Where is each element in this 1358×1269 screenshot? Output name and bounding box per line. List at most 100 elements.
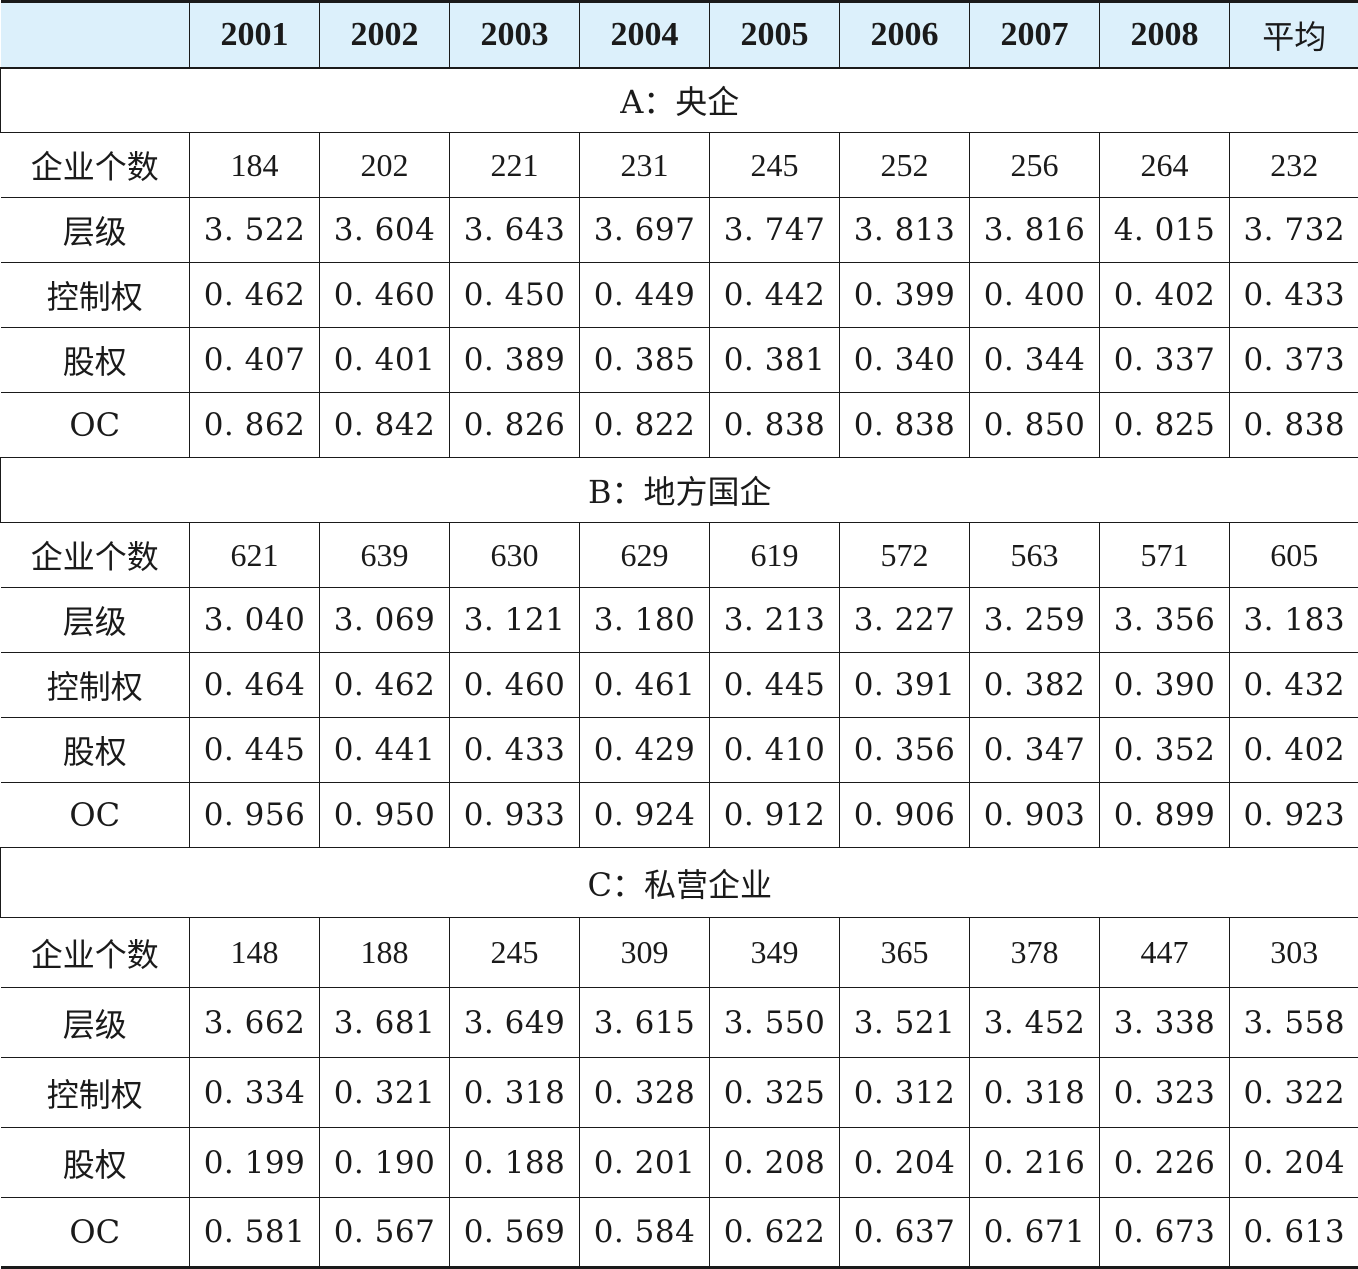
table-cell: 0. 850 bbox=[970, 393, 1100, 458]
table-cell: 3. 180 bbox=[580, 588, 710, 653]
row-label: OC bbox=[1, 1198, 190, 1268]
table-cell: 0. 352 bbox=[1100, 718, 1230, 783]
table-cell: 378 bbox=[970, 918, 1100, 988]
table-cell: 3. 558 bbox=[1230, 988, 1358, 1058]
row-label: 股权 bbox=[1, 718, 190, 783]
table-cell: 621 bbox=[190, 523, 320, 588]
row-label: 层级 bbox=[1, 198, 190, 263]
table-cell: 0. 385 bbox=[580, 328, 710, 393]
table-cell: 0. 912 bbox=[710, 783, 840, 848]
table-cell: 231 bbox=[580, 133, 710, 198]
header-year-2001: 2001 bbox=[190, 2, 320, 68]
table-cell: 0. 450 bbox=[450, 263, 580, 328]
table-cell: 3. 213 bbox=[710, 588, 840, 653]
section-b-header-row: B：地方国企 bbox=[1, 458, 1358, 523]
table-cell: 0. 906 bbox=[840, 783, 970, 848]
table-cell: 0. 312 bbox=[840, 1058, 970, 1128]
table-cell: 0. 407 bbox=[190, 328, 320, 393]
table-cell: 148 bbox=[190, 918, 320, 988]
table-cell: 630 bbox=[450, 523, 580, 588]
section-c-title: C：私营企业 bbox=[1, 848, 1358, 918]
table-cell: 0. 323 bbox=[1100, 1058, 1230, 1128]
table-cell: 4. 015 bbox=[1100, 198, 1230, 263]
header-year-2002: 2002 bbox=[320, 2, 450, 68]
table-cell: 0. 899 bbox=[1100, 783, 1230, 848]
table-cell: 0. 390 bbox=[1100, 653, 1230, 718]
table-cell: 245 bbox=[710, 133, 840, 198]
row-label: 股权 bbox=[1, 328, 190, 393]
table-cell: 0. 673 bbox=[1100, 1198, 1230, 1268]
table-cell: 0. 204 bbox=[1230, 1128, 1358, 1198]
table-cell: 619 bbox=[710, 523, 840, 588]
section-b-title: B：地方国企 bbox=[1, 458, 1358, 523]
table-cell: 0. 328 bbox=[580, 1058, 710, 1128]
table-cell: 639 bbox=[320, 523, 450, 588]
table-cell: 0. 956 bbox=[190, 783, 320, 848]
table-cell: 0. 337 bbox=[1100, 328, 1230, 393]
table-header: 2001 2002 2003 2004 2005 2006 2007 2008 … bbox=[1, 2, 1358, 68]
table-cell: 0. 204 bbox=[840, 1128, 970, 1198]
table-cell: 0. 216 bbox=[970, 1128, 1100, 1198]
table-cell: 0. 441 bbox=[320, 718, 450, 783]
table-cell: 252 bbox=[840, 133, 970, 198]
table-cell: 365 bbox=[840, 918, 970, 988]
table-cell: 232 bbox=[1230, 133, 1358, 198]
header-average: 平均 bbox=[1230, 2, 1358, 68]
table-cell: 3. 452 bbox=[970, 988, 1100, 1058]
table-cell: 0. 391 bbox=[840, 653, 970, 718]
table-cell: 0. 389 bbox=[450, 328, 580, 393]
header-year-2006: 2006 bbox=[840, 2, 970, 68]
table-cell: 0. 842 bbox=[320, 393, 450, 458]
table-cell: 0. 613 bbox=[1230, 1198, 1358, 1268]
row-label: 层级 bbox=[1, 588, 190, 653]
table-cell: 0. 567 bbox=[320, 1198, 450, 1268]
table-cell: 3. 681 bbox=[320, 988, 450, 1058]
table-cell: 0. 401 bbox=[320, 328, 450, 393]
table-cell: 3. 816 bbox=[970, 198, 1100, 263]
table-cell: 0. 410 bbox=[710, 718, 840, 783]
header-row: 2001 2002 2003 2004 2005 2006 2007 2008 … bbox=[1, 2, 1358, 68]
table-cell: 349 bbox=[710, 918, 840, 988]
table-cell: 0. 373 bbox=[1230, 328, 1358, 393]
table-cell: 0. 226 bbox=[1100, 1128, 1230, 1198]
table-cell: 303 bbox=[1230, 918, 1358, 988]
table-cell: 0. 399 bbox=[840, 263, 970, 328]
table-cell: 571 bbox=[1100, 523, 1230, 588]
table-cell: 3. 259 bbox=[970, 588, 1100, 653]
table-cell: 3. 069 bbox=[320, 588, 450, 653]
table-cell: 3. 227 bbox=[840, 588, 970, 653]
table-cell: 0. 190 bbox=[320, 1128, 450, 1198]
table-cell: 0. 622 bbox=[710, 1198, 840, 1268]
row-label: 控制权 bbox=[1, 263, 190, 328]
table-cell: 0. 445 bbox=[710, 653, 840, 718]
table-cell: 0. 461 bbox=[580, 653, 710, 718]
table-cell: 0. 460 bbox=[450, 653, 580, 718]
row-label: OC bbox=[1, 393, 190, 458]
table-cell: 0. 933 bbox=[450, 783, 580, 848]
row-label: 层级 bbox=[1, 988, 190, 1058]
header-year-2004: 2004 bbox=[580, 2, 710, 68]
table-cell: 221 bbox=[450, 133, 580, 198]
row-label: 控制权 bbox=[1, 1058, 190, 1128]
table-cell: 0. 381 bbox=[710, 328, 840, 393]
table-cell: 629 bbox=[580, 523, 710, 588]
section-a-title: A：央企 bbox=[1, 68, 1358, 133]
table-cell: 0. 199 bbox=[190, 1128, 320, 1198]
table-cell: 309 bbox=[580, 918, 710, 988]
table-cell: 0. 460 bbox=[320, 263, 450, 328]
table-cell: 0. 822 bbox=[580, 393, 710, 458]
table-cell: 572 bbox=[840, 523, 970, 588]
table-cell: 0. 334 bbox=[190, 1058, 320, 1128]
table-cell: 0. 356 bbox=[840, 718, 970, 783]
table-cell: 0. 318 bbox=[450, 1058, 580, 1128]
table-cell: 0. 826 bbox=[450, 393, 580, 458]
table-cell: 0. 584 bbox=[580, 1198, 710, 1268]
table-cell: 0. 347 bbox=[970, 718, 1100, 783]
